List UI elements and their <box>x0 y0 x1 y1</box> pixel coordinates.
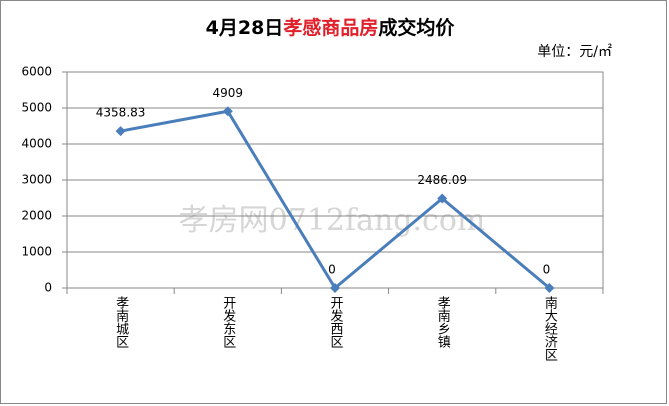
title-part: 4月28日 <box>206 17 284 39</box>
watermark: 孝房网0712fang.com <box>179 203 486 238</box>
y-tick-label: 5000 <box>21 101 52 115</box>
title-highlight: 孝感商品房 <box>283 16 378 39</box>
x-tick-label: 开发东区 <box>220 296 236 348</box>
x-tick-label: 开发西区 <box>328 296 344 348</box>
chart-title: 4月28日孝感商品房成交均价 <box>206 16 456 39</box>
y-tick-label: 2000 <box>21 209 52 223</box>
y-tick-label: 3000 <box>21 173 52 187</box>
marker <box>330 283 340 293</box>
y-tick-label: 1000 <box>21 245 52 259</box>
y-tick-label: 6000 <box>21 65 52 79</box>
data-label: 0 <box>328 263 336 277</box>
y-tick-label: 0 <box>44 281 52 295</box>
marker <box>115 126 126 137</box>
marker <box>437 193 448 204</box>
data-label: 0 <box>543 263 551 277</box>
x-tick-label: 孝南城区 <box>113 296 129 348</box>
data-label: 4358.83 <box>96 106 146 120</box>
title-part: 成交均价 <box>378 16 455 39</box>
marker <box>222 106 233 117</box>
data-label: 2486.09 <box>417 173 467 187</box>
unit-label: 单位：元/㎡ <box>537 44 612 60</box>
y-tick-label: 4000 <box>21 137 52 151</box>
x-tick-label: 南大经济区 <box>542 295 558 361</box>
marker <box>544 283 555 293</box>
x-tick-label: 孝南乡镇 <box>435 296 451 348</box>
data-label: 4909 <box>213 86 244 100</box>
